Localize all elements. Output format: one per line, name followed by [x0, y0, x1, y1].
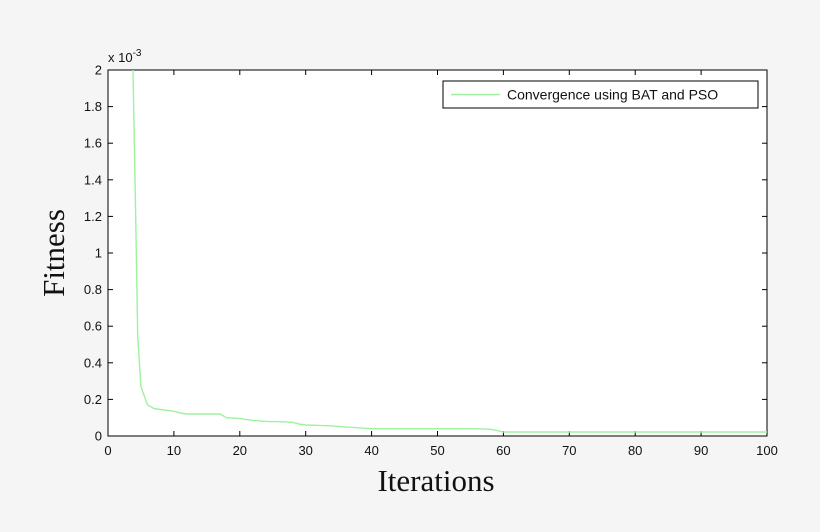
y-tick-label: 1.4: [84, 172, 102, 187]
y-multiplier-exponent: -3: [133, 48, 142, 59]
x-tick-label: 20: [233, 443, 247, 458]
legend: Convergence using BAT and PSO: [442, 80, 759, 109]
y-tick-label: 0.2: [84, 392, 102, 407]
x-tick-label: 10: [167, 443, 181, 458]
x-tick-labels: 0 10 20 30 40 50 60 70 80 90 100: [104, 443, 777, 458]
y-multiplier: x 10-3: [108, 48, 142, 65]
x-tick-label: 50: [430, 443, 444, 458]
y-axis-title: Fitness: [36, 209, 71, 297]
y-tick-label: 2: [95, 63, 102, 78]
x-tick-label: 60: [496, 443, 510, 458]
y-tick-label: 0.8: [84, 282, 102, 297]
y-tick-label: 0.4: [84, 355, 102, 370]
axis-ticks: [107, 69, 768, 437]
y-tick-label: 1.8: [84, 99, 102, 114]
series-line-convergence: [132, 69, 767, 433]
x-tick-label: 30: [298, 443, 312, 458]
x-tick-label: 40: [364, 443, 378, 458]
x-tick-label: 80: [628, 443, 642, 458]
y-multiplier-base: x 10: [108, 50, 133, 65]
x-tick-label: 0: [104, 443, 111, 458]
y-tick-label: 1.6: [84, 136, 102, 151]
y-tick-label: 1: [95, 246, 102, 261]
y-tick-labels: 0 0.2 0.4 0.6 0.8 1 1.2 1.4 1.6 1.8 2: [84, 63, 102, 444]
x-tick-label: 100: [756, 443, 778, 458]
y-tick-label: 0: [95, 429, 102, 444]
x-axis-title: Iterations: [377, 463, 494, 498]
y-tick-label: 1.2: [84, 209, 102, 224]
y-tick-label: 0.6: [84, 319, 102, 334]
legend-label: Convergence using BAT and PSO: [507, 87, 718, 103]
x-tick-label: 90: [694, 443, 708, 458]
plot-area: [107, 69, 768, 437]
x-tick-label: 70: [562, 443, 576, 458]
